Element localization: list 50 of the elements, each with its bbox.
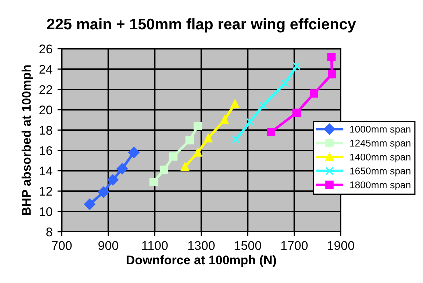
y-tick-label: 18 xyxy=(40,126,52,135)
x-tick-label: 1900 xyxy=(328,241,354,250)
point xyxy=(328,52,336,62)
point xyxy=(267,128,276,137)
x-tick-label: 1500 xyxy=(235,241,262,250)
y-tick-label: 26 xyxy=(40,44,52,54)
x-axis-title: Downforce at 100mph (N) xyxy=(126,255,276,268)
point xyxy=(116,163,128,175)
point xyxy=(108,174,119,186)
legend-label: 1800mm span xyxy=(350,182,411,191)
x-tick-label: 1700 xyxy=(282,241,308,250)
y-tick-label: 16 xyxy=(40,146,52,156)
point xyxy=(160,166,168,174)
legend-label: 1400mm span xyxy=(350,154,411,163)
point xyxy=(194,122,202,130)
point xyxy=(328,70,336,79)
legend-label: 1000mm span xyxy=(350,126,411,135)
point xyxy=(194,148,202,157)
x-tick-label: 700 xyxy=(52,241,72,250)
x-tick-label: 900 xyxy=(98,241,118,250)
y-tick-label: 20 xyxy=(40,106,52,115)
y-tick-label: 12 xyxy=(40,187,52,196)
point xyxy=(310,90,318,98)
y-tick-label: 14 xyxy=(40,166,53,176)
y-axis-title: BHP absorbed at 100mph xyxy=(22,66,34,216)
point xyxy=(186,136,194,145)
point xyxy=(98,186,110,198)
point xyxy=(128,147,140,158)
legend-label: 1245mm span xyxy=(350,140,411,149)
point xyxy=(246,118,254,126)
point xyxy=(169,152,178,161)
y-tick-label: 24 xyxy=(40,65,53,74)
point xyxy=(181,162,190,172)
point xyxy=(84,198,96,210)
point xyxy=(258,102,268,110)
y-tick-label: 8 xyxy=(46,228,52,237)
point xyxy=(150,178,158,186)
y-tick-label: 22 xyxy=(40,85,52,94)
y-tick-label: 10 xyxy=(40,207,52,216)
point xyxy=(292,108,301,118)
point xyxy=(281,79,290,88)
point xyxy=(204,134,213,143)
point xyxy=(232,135,241,144)
x-tick-label: 1300 xyxy=(188,241,215,250)
point xyxy=(220,116,229,124)
point xyxy=(292,62,301,70)
legend-label: 1650mm span xyxy=(350,168,411,177)
chart-title: 225 main + 150mm flap rear wing effciency xyxy=(47,18,356,33)
x-tick-label: 1100 xyxy=(142,241,168,250)
point xyxy=(231,100,240,108)
